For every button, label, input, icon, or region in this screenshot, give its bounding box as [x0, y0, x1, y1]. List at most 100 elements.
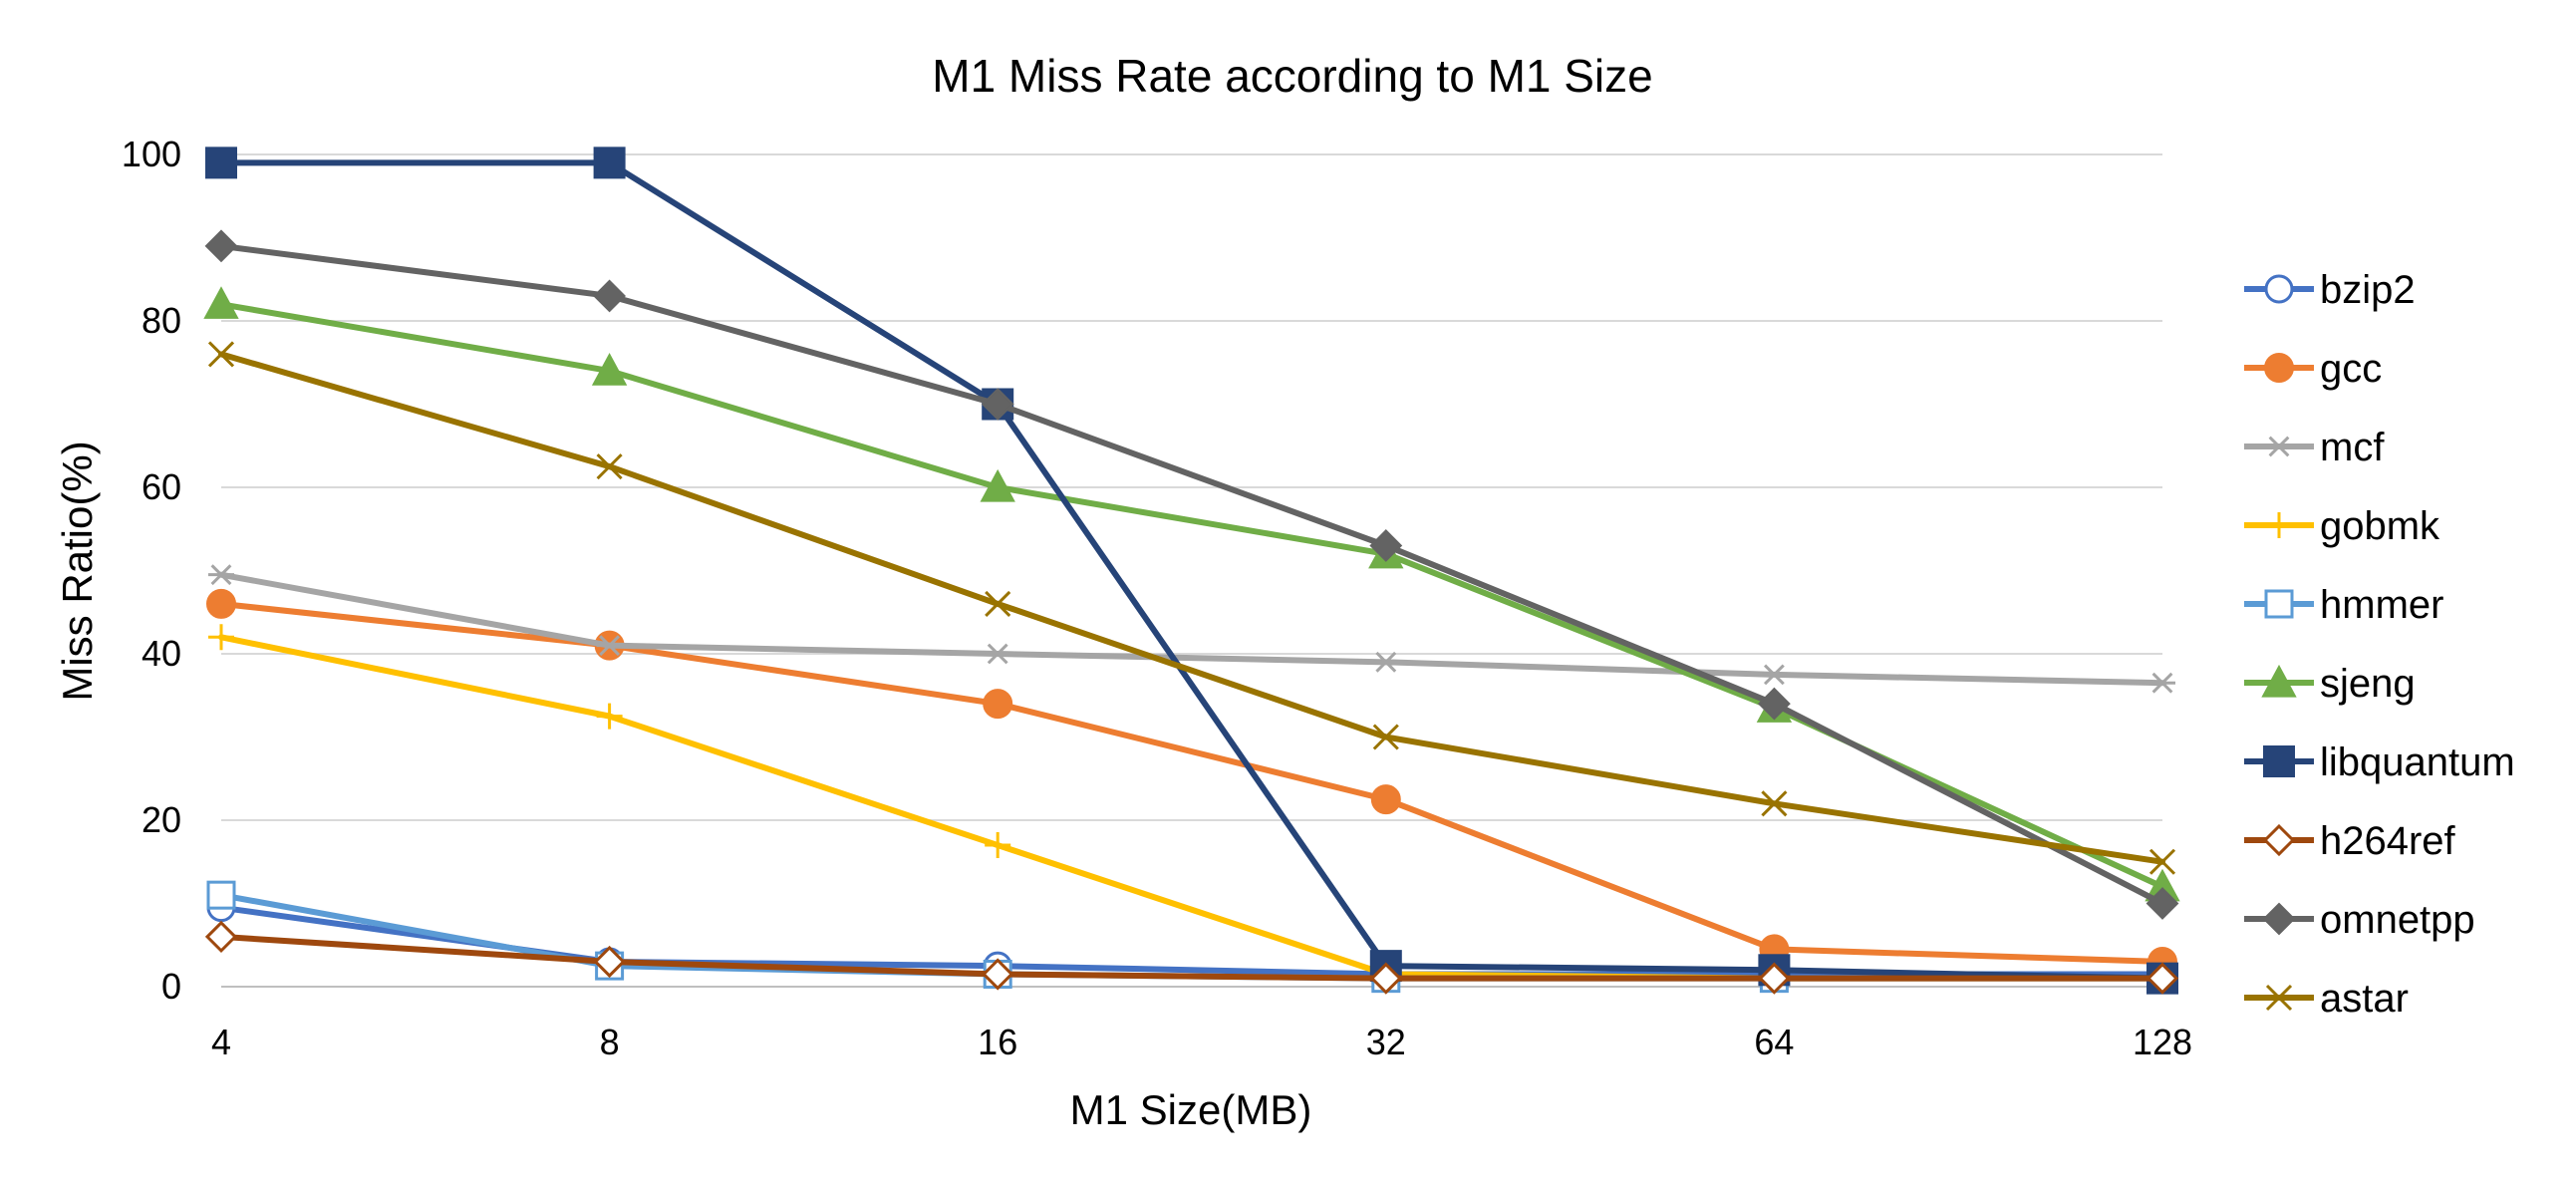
gridlines [221, 153, 2162, 988]
data-point-libquantum [205, 147, 237, 179]
series-line-libquantum [218, 159, 2165, 982]
data-point-h264ref [204, 920, 238, 954]
data-point-sjeng [591, 352, 628, 386]
chart-title: M1 Miss Rate according to M1 Size [932, 50, 1653, 102]
legend-marker-gobmk [2266, 512, 2292, 538]
y-tick-label: 100 [122, 134, 181, 174]
legend-label: hmmer [2320, 583, 2443, 627]
legend-label: omnetpp [2320, 898, 2475, 942]
data-point-gcc [1370, 784, 1401, 815]
data-point-astar [1761, 790, 1788, 817]
y-tick-label: 40 [142, 633, 181, 674]
series-line-bzip2 [218, 904, 2165, 978]
data-point-omnetpp [2146, 887, 2179, 920]
data-point-h264ref [1758, 962, 1791, 995]
series-sjeng [203, 286, 2180, 902]
x-tick-label: 128 [2133, 1022, 2192, 1062]
legend-label: mcf [2320, 426, 2385, 469]
data-point-omnetpp [593, 279, 627, 313]
data-point-mcf [2149, 672, 2175, 694]
data-point-h264ref [1369, 962, 1402, 995]
data-point-astar [596, 453, 623, 480]
axes: 0 20 40 60 80 100 4 8 16 32 64 128 [122, 134, 2192, 1062]
legend-item-hmmer: hmmer [2244, 583, 2443, 627]
legend-marker-h264ref [2262, 823, 2296, 857]
data-point-omnetpp [981, 388, 1014, 421]
x-axis-title: M1 Size(MB) [1070, 1086, 1312, 1133]
legend-item-omnetpp: omnetpp [2244, 898, 2475, 942]
data-point-h264ref [593, 945, 626, 979]
series-line-sjeng [218, 301, 2165, 890]
series-line-astar [218, 351, 2165, 865]
data-point-mcf [1761, 664, 1788, 686]
legend-marker-mcf [2266, 436, 2292, 457]
legend-label: gcc [2320, 347, 2382, 391]
data-point-mcf [208, 564, 234, 586]
data-point-gcc [983, 689, 1013, 720]
data-point-gcc [206, 588, 236, 619]
legend-label: sjeng [2320, 662, 2416, 706]
legend-label: h264ref [2320, 819, 2456, 863]
data-point-astar [2148, 848, 2176, 875]
series-gcc [206, 588, 2177, 977]
data-point-hmmer [206, 880, 236, 910]
series-astar [207, 341, 2176, 875]
data-point-libquantum [593, 147, 626, 179]
data-point-astar [1372, 724, 1399, 750]
x-tick-label: 16 [978, 1022, 1017, 1062]
legend-item-gobmk: gobmk [2244, 504, 2440, 548]
x-tick-label: 8 [600, 1022, 620, 1062]
legend-marker-omnetpp [2262, 902, 2296, 936]
legend-item-sjeng: sjeng [2244, 662, 2416, 706]
legend: bzip2 gcc mcf gobmk hmmer sjeng libquantum h264… [2244, 268, 2515, 1021]
legend-marker-bzip2 [2264, 274, 2294, 304]
legend-label: gobmk [2320, 504, 2440, 548]
data-point-omnetpp [1757, 687, 1791, 721]
legend-item-astar: astar [2244, 977, 2409, 1021]
series-group [203, 147, 2180, 995]
legend-marker-hmmer [2264, 589, 2294, 619]
legend-item-bzip2: bzip2 [2244, 268, 2416, 312]
data-point-omnetpp [204, 229, 238, 263]
data-point-gobmk [596, 703, 623, 730]
data-point-gobmk [985, 832, 1011, 859]
series-line-omnetpp [218, 242, 2165, 907]
data-point-h264ref [2146, 962, 2179, 995]
legend-marker-sjeng [2261, 664, 2297, 698]
y-axis-title: Miss Ratio(%) [54, 441, 101, 701]
legend-item-libquantum: libquantum [2244, 740, 2515, 784]
data-point-mcf [985, 643, 1011, 665]
x-tick-label: 64 [1754, 1022, 1794, 1062]
x-tick-label: 32 [1366, 1022, 1406, 1062]
series-line-gcc [218, 600, 2165, 965]
data-point-astar [207, 341, 235, 368]
series-line-mcf [218, 571, 2165, 687]
data-point-gobmk [208, 624, 234, 651]
data-point-mcf [1372, 651, 1399, 673]
series-omnetpp [204, 229, 2179, 920]
y-tick-label: 60 [142, 466, 181, 507]
data-point-astar [985, 590, 1011, 617]
y-tick-label: 20 [142, 799, 181, 840]
legend-marker-gcc [2264, 353, 2294, 383]
legend-label: astar [2320, 977, 2409, 1021]
data-point-omnetpp [1369, 529, 1403, 562]
series-mcf [208, 564, 2175, 694]
data-point-sjeng [203, 286, 239, 319]
legend-marker-astar [2265, 984, 2293, 1012]
series-libquantum [205, 147, 2178, 995]
legend-item-h264ref: h264ref [2244, 819, 2456, 863]
y-tick-label: 80 [142, 300, 181, 341]
legend-label: libquantum [2320, 740, 2515, 784]
x-tick-label: 4 [211, 1022, 231, 1062]
data-point-sjeng [980, 468, 1015, 502]
legend-item-mcf: mcf [2244, 426, 2385, 469]
legend-item-gcc: gcc [2244, 347, 2382, 391]
y-tick-label: 0 [161, 966, 181, 1007]
legend-label: bzip2 [2320, 268, 2416, 312]
data-point-h264ref [982, 958, 1014, 991]
series-h264ref [204, 920, 2179, 995]
data-point-mcf [596, 635, 623, 657]
